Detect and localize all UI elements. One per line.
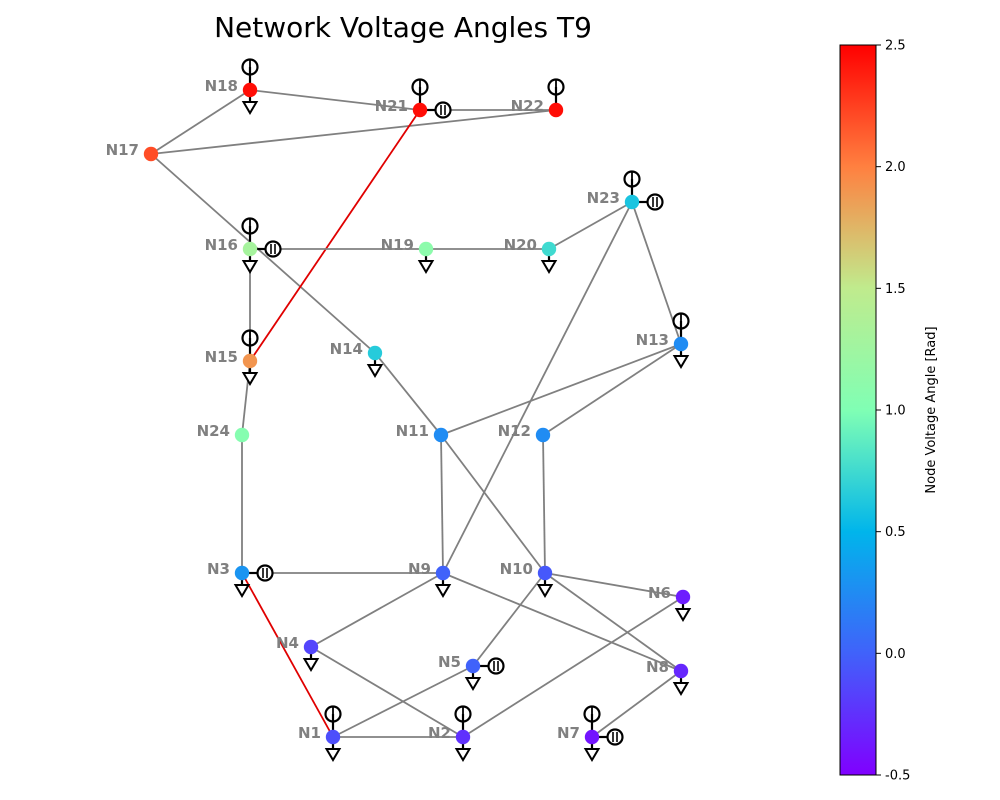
node-label-n17: N17: [106, 141, 139, 159]
edge-n2-n6: [462, 596, 684, 738]
node-label-n12: N12: [498, 422, 531, 440]
node-n18: [242, 82, 258, 98]
edge-n17-n22: [150, 109, 557, 155]
node-label-n21: N21: [375, 97, 408, 115]
edge-n3-n1: [241, 572, 334, 738]
colorbar-ticks: -0.5 0.0 0.5 1.0 1.5 2.0 2.5: [876, 39, 910, 784]
node-label-n13: N13: [636, 331, 669, 349]
node-label-n10: N10: [500, 560, 533, 578]
node-label-n4: N4: [276, 634, 299, 652]
node-label-n5: N5: [438, 653, 461, 671]
node-n3: [234, 565, 250, 581]
node-label-n20: N20: [504, 236, 537, 254]
node-label-n3: N3: [207, 560, 230, 578]
colorbar-tick-label: 1.5: [885, 282, 906, 297]
node-label-n15: N15: [205, 348, 238, 366]
node-label-n16: N16: [205, 236, 238, 254]
edge-n18-n21: [249, 89, 421, 111]
node-n20: [541, 241, 557, 257]
edge-n7-n8: [591, 670, 682, 738]
node-n11: [433, 427, 449, 443]
node-n16: [242, 241, 258, 257]
node-n7: [584, 729, 600, 745]
node-label-n9: N9: [408, 560, 431, 578]
edge-n11-n10: [440, 434, 546, 574]
node-n22: [548, 102, 564, 118]
nodes-layer: [143, 82, 691, 745]
edge-n20-n23: [548, 201, 633, 250]
edge-n10-n6: [544, 572, 684, 598]
edge-n10-n5: [472, 572, 546, 667]
node-label-n23: N23: [587, 189, 620, 207]
node-n17: [143, 146, 159, 162]
edge-n10-n8: [544, 572, 682, 672]
n23-storage-icon: [632, 193, 664, 211]
node-n19: [418, 241, 434, 257]
node-label-n8: N8: [646, 658, 669, 676]
edge-n23-n9: [442, 201, 633, 574]
node-label-n19: N19: [381, 236, 414, 254]
colorbar-label: Node Voltage Angle [Rad]: [924, 326, 939, 493]
node-n12: [535, 427, 551, 443]
node-label-n2: N2: [428, 724, 451, 742]
n21-storage-icon: [420, 101, 452, 119]
colorbar-tick-label: 0.0: [885, 647, 906, 662]
n7-generator-icon: [583, 705, 601, 737]
node-n1: [325, 729, 341, 745]
edge-n12-n10: [542, 434, 546, 574]
edge-n1-n5: [332, 665, 474, 738]
node-n13: [673, 336, 689, 352]
edge-n12-n13: [542, 343, 682, 436]
edge-n11-n13: [440, 343, 682, 436]
node-n5: [465, 658, 481, 674]
node-n10: [537, 565, 553, 581]
node-label-n6: N6: [648, 584, 671, 602]
edge-n17-n18: [150, 89, 251, 155]
node-n21: [412, 102, 428, 118]
labels-layer: N1 N2 N3 N4 N5 N6 N7 N8 N9 N10 N11 N12 N13 N14 N15 N16 N…: [106, 77, 671, 742]
node-n6: [675, 589, 691, 605]
colorbar-tick-label: 2.0: [885, 160, 906, 175]
node-label-n1: N1: [298, 724, 321, 742]
chart-title: Network Voltage Angles T9: [214, 11, 592, 44]
node-n15: [242, 353, 258, 369]
node-label-n11: N11: [396, 422, 429, 440]
edge-n17-n14: [150, 153, 376, 354]
node-label-n14: N14: [330, 340, 363, 358]
edge-n9-n8: [442, 572, 682, 672]
edge-n9-n4: [310, 572, 444, 648]
node-n23: [624, 194, 640, 210]
node-n14: [367, 345, 383, 361]
node-label-n7: N7: [557, 724, 580, 742]
node-n2: [455, 729, 471, 745]
node-n8: [673, 663, 689, 679]
colorbar: -0.5 0.0 0.5 1.0 1.5 2.0 2.5 Node Voltage Angl…: [839, 39, 939, 784]
node-n9: [435, 565, 451, 581]
colorbar-tick-label: 1.0: [885, 404, 906, 419]
colorbar-tick-label: 0.5: [885, 525, 906, 540]
edge-n11-n9: [440, 434, 444, 574]
edge-n21-n15: [249, 109, 421, 362]
symbols-layer: [233, 58, 692, 762]
colorbar-tick-label: 2.5: [885, 39, 906, 54]
edge-n14-n11: [374, 352, 442, 436]
node-label-n18: N18: [205, 77, 238, 95]
node-n24: [234, 427, 250, 443]
node-n4: [303, 639, 319, 655]
node-label-n22: N22: [511, 97, 544, 115]
node-label-n24: N24: [197, 422, 230, 440]
edges-layer: [150, 89, 684, 738]
colorbar-gradient: [839, 44, 877, 776]
edge-n4-n2: [310, 646, 464, 738]
n7-storage-icon: [592, 728, 624, 746]
colorbar-tick-label: -0.5: [885, 769, 910, 784]
